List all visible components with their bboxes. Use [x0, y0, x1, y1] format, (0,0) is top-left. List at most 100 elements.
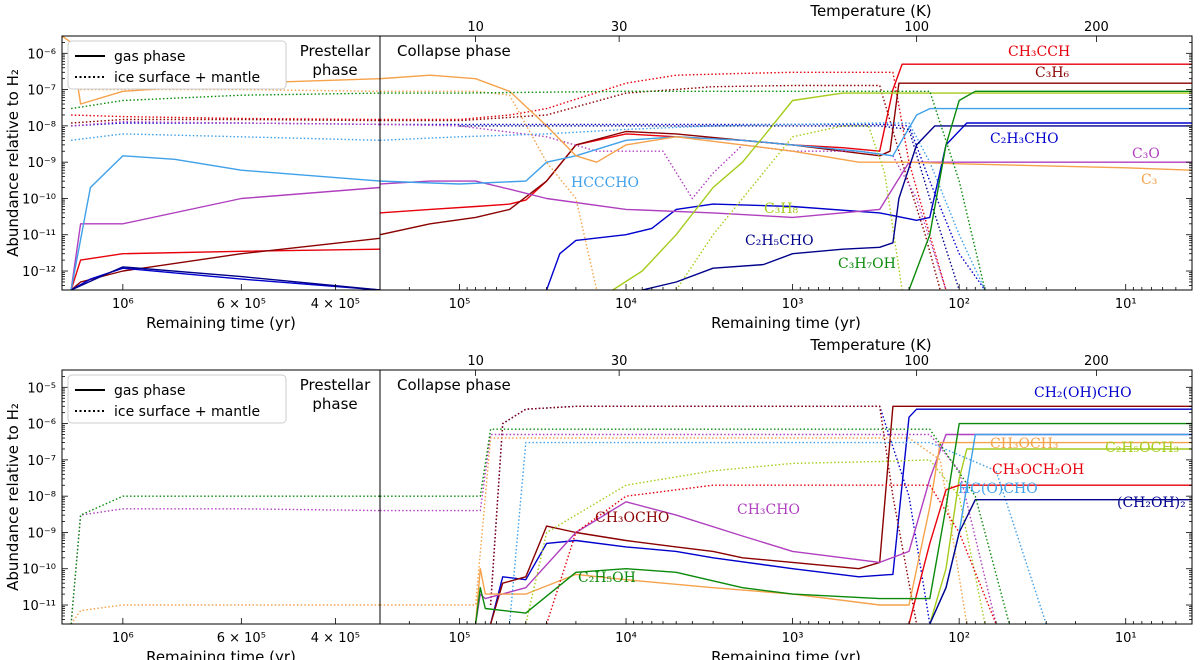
molecule-label: CH₃OCH₃ — [990, 436, 1059, 452]
molecule-label: C₂H₅CHO — [745, 233, 814, 249]
legend-gas-phase-label: gas phase — [114, 383, 185, 399]
prestellar-phase-label: phase — [312, 61, 357, 79]
series-c2h3cho-ice-right — [380, 123, 986, 290]
temp-tick-label: 200 — [1084, 354, 1109, 369]
temp-tick-label: 30 — [611, 20, 628, 35]
y-tick-label: 10⁻¹¹ — [22, 229, 56, 244]
series-c2h5cho-ice-right — [459, 125, 960, 290]
molecule-label: CH₃OCH₂OH — [992, 462, 1084, 478]
series-ch3cch-ice-right — [380, 71, 947, 290]
series-ch3cch-left — [70, 248, 380, 290]
molecule-label: CH₃OCHO — [595, 510, 669, 526]
left-x-axis-label: Remaining time (yr) — [146, 648, 296, 660]
left-x-tick-label: 10⁶ — [112, 297, 134, 312]
molecule-label: C₂H₅OH — [578, 570, 636, 586]
series-hcccho-right — [380, 107, 1192, 185]
prestellar-phase-label: Prestellar — [300, 42, 371, 60]
right-axes-frame — [379, 35, 1193, 291]
series-ch3och3-ice-left — [70, 604, 380, 624]
series-hcccho-left — [70, 155, 380, 290]
series-c3-right — [380, 74, 1192, 171]
collapse-phase-label: Collapse phase — [397, 42, 511, 60]
series-c3h8-ice-right — [675, 125, 903, 290]
left-x-tick-label: 6 × 10⁵ — [217, 631, 266, 646]
series-ch2-oh-cho-ice-right — [489, 405, 931, 624]
legend-ice-label: ice surface + mantle — [114, 404, 260, 420]
series-ch3cho-ice-left — [70, 508, 380, 624]
legend: gas phase ice surface + mantle — [67, 40, 287, 90]
prestellar-phase-label: Prestellar — [300, 376, 371, 394]
series-ch2-oh-cho-right — [489, 408, 1192, 624]
series-c3h7oh-ice-left — [70, 92, 380, 110]
left-x-tick-label: 4 × 10⁵ — [311, 297, 360, 312]
series-ch3och3-ice-right — [380, 437, 968, 624]
series-c2h5cho-right — [642, 125, 1192, 290]
series-hcccho-ice-left — [71, 133, 380, 141]
temp-tick-label: 10 — [467, 20, 484, 35]
right-series-group — [380, 405, 1192, 624]
legend: gas phase ice surface + mantle — [67, 374, 287, 424]
series-ch3ocho-right — [489, 405, 1192, 624]
molecule-label: HCCCHO — [571, 175, 639, 191]
y-tick-label: 10⁻⁹ — [27, 156, 56, 171]
series-c3o-ice-left — [71, 121, 380, 127]
series-c3h8-right — [612, 92, 1192, 290]
right-x-tick-label: 10² — [948, 631, 970, 646]
right-x-tick-label: 10³ — [782, 297, 804, 312]
legend-ice-label: ice surface + mantle — [114, 70, 260, 86]
series-ch3och2oh-right — [596, 484, 1192, 624]
left-x-tick-label: 10⁶ — [112, 631, 134, 646]
left-series-group — [70, 495, 380, 624]
panel-bottom: 10⁻¹¹ 10⁻¹⁰ 10⁻⁹ 10⁻⁸ 10⁻⁷ 10⁻⁶ 10⁻⁵ Abundance … — [4, 336, 1193, 660]
temp-tick-label: 100 — [904, 20, 929, 35]
series-hcccho-ice-right — [380, 122, 986, 290]
y-tick-label: 10⁻¹⁰ — [22, 192, 56, 207]
series-c2h5cho-left — [70, 266, 380, 290]
right-x-axis-label: Remaining time (yr) — [711, 648, 861, 660]
right-x-tick-label: 10² — [948, 297, 970, 312]
right-x-tick-label: 10⁴ — [615, 297, 637, 312]
temperature-axis-label: Temperature (K) — [809, 336, 931, 354]
series-c3o-left — [70, 186, 380, 290]
molecule-label: C₃H₆ — [1035, 65, 1070, 81]
series-c3h7oh-right — [908, 90, 1192, 290]
y-tick-label: 10⁻⁸ — [27, 490, 56, 505]
temp-tick-label: 10 — [467, 354, 484, 369]
y-axis-label: Abundance relative to H₂ — [4, 69, 22, 257]
molecule-label: HC(O)CHO — [958, 481, 1038, 497]
right-axes-frame — [379, 369, 1193, 625]
y-tick-label: 10⁻¹² — [22, 265, 56, 280]
series-c3h7oh-ice-right — [380, 90, 986, 290]
series-c3h6-right — [380, 82, 1192, 236]
series-ch3cho-right — [474, 433, 1192, 624]
series-c3o-ice-right — [380, 123, 947, 290]
molecule-label: C₂H₃CHO — [990, 131, 1059, 147]
right-x-tick-label: 10¹ — [1115, 631, 1137, 646]
right-x-tick-label: 10⁴ — [615, 631, 637, 646]
series-c2h5oh-ice-left — [70, 495, 380, 624]
right-x-tick-label: 10⁵ — [449, 297, 471, 312]
y-tick-label: 10⁻¹¹ — [22, 599, 56, 614]
legend-box — [67, 374, 287, 424]
temperature-axis-label: Temperature (K) — [809, 2, 931, 20]
series-ch3ocho-ice-right — [489, 405, 918, 624]
molecule-label: C₃H₈ — [764, 201, 799, 217]
collapse-phase-label: Collapse phase — [397, 376, 511, 394]
series-c3h6-ice-right — [380, 84, 941, 290]
series-c2h3cho-left — [70, 267, 380, 290]
series-c3h6-left — [70, 237, 380, 290]
right-x-tick-label: 10¹ — [1115, 297, 1137, 312]
y-tick-label: 10⁻⁶ — [27, 47, 56, 62]
left-x-tick-label: 6 × 10⁵ — [217, 297, 266, 312]
series-c2h5och3-right — [929, 448, 1192, 624]
right-x-axis-label: Remaining time (yr) — [711, 314, 861, 332]
legend-gas-phase-label: gas phase — [114, 49, 185, 65]
molecule-label: CH₃CHO — [737, 502, 800, 518]
series-c2h5oh-ice-right — [380, 428, 1010, 624]
left-x-tick-label: 4 × 10⁵ — [311, 631, 360, 646]
molecule-label: C₂H₅OCH₃ — [1105, 440, 1179, 456]
series-c3-ice-right — [380, 90, 598, 290]
y-tick-label: 10⁻⁸ — [27, 120, 56, 135]
molecule-label: CH₃CCH — [1008, 44, 1070, 60]
